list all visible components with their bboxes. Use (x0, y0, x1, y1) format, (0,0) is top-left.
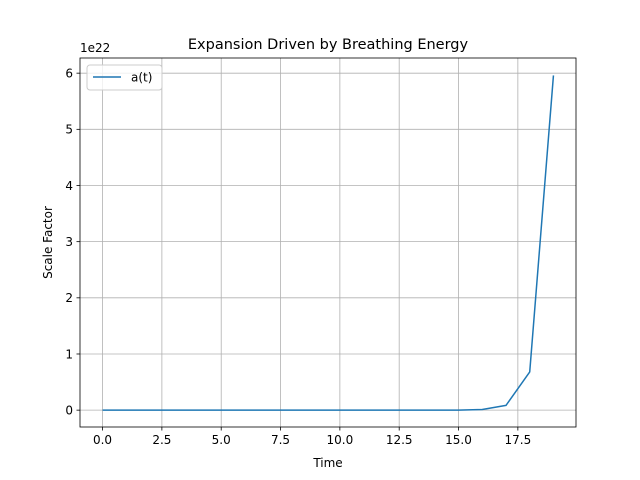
x-tick-label: 5.0 (212, 433, 231, 447)
x-tick-label: 2.5 (152, 433, 171, 447)
legend-box (86, 64, 163, 91)
legend: a(t) (86, 64, 163, 91)
y-tick-label: 3 (65, 235, 73, 249)
x-tick-label: 12.5 (386, 433, 413, 447)
legend-label-a-t: a(t) (131, 71, 152, 85)
y-tick-label: 0 (65, 403, 73, 417)
x-tick-label: 17.5 (504, 433, 531, 447)
x-tick-label: 7.5 (271, 433, 290, 447)
x-tick-label: 10.0 (327, 433, 354, 447)
y-axis-label: Scale Factor (41, 206, 55, 279)
plot-frame (79, 57, 577, 428)
x-axis-label: Time (312, 456, 342, 470)
y-tick-label: 6 (65, 66, 73, 80)
y-axis-ticks: 0 1 2 3 4 5 6 (65, 66, 80, 417)
chart-title: Expansion Driven by Breathing Energy (188, 37, 469, 53)
x-axis-ticks: 0.0 2.5 5.0 7.5 10.0 12.5 15.0 17.5 (93, 427, 531, 447)
y-tick-label: 1 (65, 347, 73, 361)
y-tick-label: 2 (65, 291, 73, 305)
y-tick-label: 4 (65, 179, 73, 193)
y-tick-label: 5 (65, 123, 73, 137)
y-axis-offset-text: 1e22 (80, 41, 110, 55)
x-tick-label: 15.0 (445, 433, 472, 447)
x-tick-label: 0.0 (93, 433, 112, 447)
series-line-a-t (102, 75, 555, 411)
series-layer (102, 75, 555, 411)
